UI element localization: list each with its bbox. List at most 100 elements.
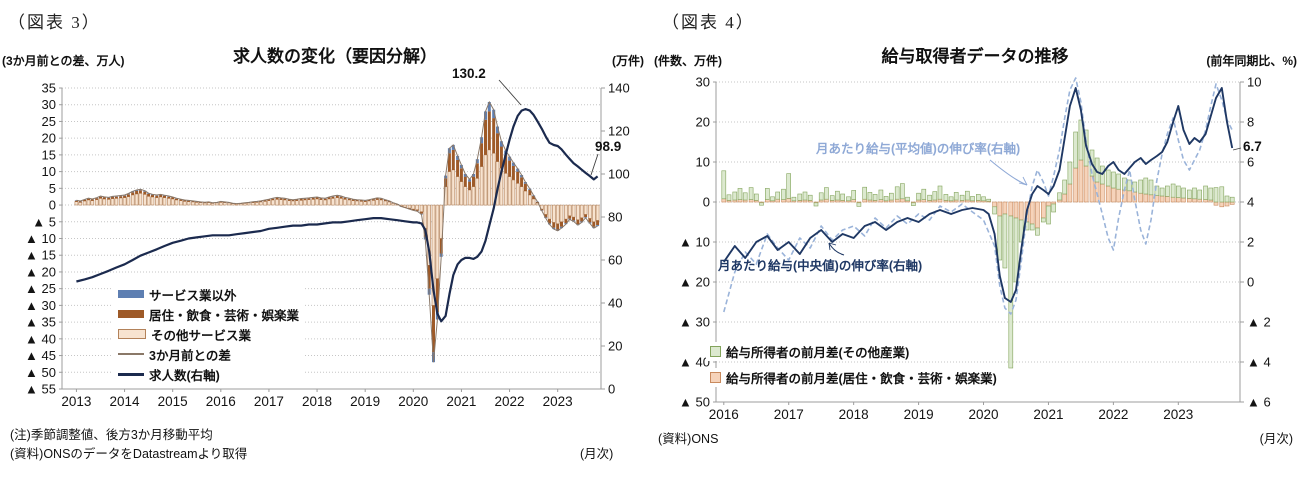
svg-text:2021: 2021 (1033, 407, 1063, 422)
svg-text:2017: 2017 (254, 394, 284, 409)
accommodation-food-arts-swatch (118, 310, 144, 318)
mean-pay-growth-line-label: 月あたり給与(平均値)の伸び率(右軸) (816, 142, 1021, 156)
legend-item-accommodation-food-arts: 居住・飲食・芸術・娯楽業 (118, 304, 299, 324)
svg-text:2015: 2015 (158, 394, 188, 409)
figure4-right-axis-unit: (前年同期比、%) (1206, 54, 1297, 68)
svg-text:25: 25 (42, 114, 56, 129)
svg-text:2023: 2023 (543, 394, 573, 409)
svg-text:30: 30 (42, 97, 56, 112)
svg-text:2019: 2019 (350, 394, 380, 409)
legend-item-accommodation-industries: 給与所得者の前月差(居住・飲食・芸術・娯楽業) (706, 368, 1001, 387)
accommodation-industries-label: 給与所得者の前月差(居住・飲食・芸術・娯楽業) (726, 372, 997, 386)
svg-text:▲ 15: ▲ 15 (25, 248, 56, 263)
job-openings-line-swatch (118, 372, 144, 376)
other-industries-swatch (710, 346, 721, 357)
svg-text:▲ 4: ▲ 4 (1247, 355, 1271, 370)
svg-text:▲ 6: ▲ 6 (1247, 395, 1271, 410)
other-services-label: その他サービス業 (151, 328, 252, 343)
svg-text:10: 10 (42, 164, 56, 179)
figure3-note-seasonal: (注)季節調整値、後方3か月移動平均 (10, 428, 213, 442)
svg-text:▲ 30: ▲ 30 (679, 315, 710, 330)
svg-text:80: 80 (608, 210, 622, 225)
svg-text:2016: 2016 (709, 407, 739, 422)
figure3-note-source: (資料)ONSのデータをDatastreamより取得 (10, 447, 248, 461)
svg-text:30: 30 (696, 75, 710, 90)
svg-text:2: 2 (1247, 235, 1254, 250)
svg-text:2020: 2020 (398, 394, 428, 409)
figure3-frequency-note: (月次) (580, 447, 614, 461)
svg-text:2023: 2023 (1163, 407, 1193, 422)
svg-text:120: 120 (608, 124, 630, 139)
figure3-legend: サービス業以外 居住・飲食・芸術・娯楽業 その他サービス業 3か月前との差 求人… (112, 283, 306, 385)
figure3-chart-canvas: ▲ 55▲ 50▲ 45▲ 40▲ 35▲ 30▲ 25▲ 20▲ 15▲ 10… (25, 79, 630, 409)
svg-text:10: 10 (1247, 75, 1261, 90)
legend-item-other-industries: 給与所得者の前月差(その他産業) (706, 342, 914, 361)
svg-text:▲ 50: ▲ 50 (25, 365, 56, 380)
svg-text:20: 20 (608, 339, 622, 354)
svg-text:▲ 50: ▲ 50 (679, 395, 710, 410)
figure4-label: （図表 4） (662, 13, 755, 32)
legend-item-other-services: その他サービス業 (118, 324, 299, 344)
svg-text:35: 35 (42, 81, 56, 96)
figure3-latest-value-annotation: 98.9 (595, 139, 622, 154)
other-services-swatch (118, 329, 146, 339)
svg-text:2018: 2018 (302, 394, 332, 409)
svg-text:▲ 10: ▲ 10 (679, 235, 710, 250)
svg-text:2020: 2020 (968, 407, 998, 422)
figure3-peak-value-annotation: 130.2 (452, 66, 486, 81)
legend-item-non-services: サービス業以外 (118, 284, 299, 304)
svg-text:40: 40 (608, 296, 622, 311)
svg-text:140: 140 (608, 81, 630, 96)
svg-text:▲ 20: ▲ 20 (25, 264, 56, 279)
svg-text:0: 0 (1247, 275, 1254, 290)
svg-text:0: 0 (49, 198, 56, 213)
svg-text:0: 0 (608, 382, 615, 397)
svg-text:5: 5 (49, 181, 56, 196)
svg-text:2022: 2022 (495, 394, 525, 409)
svg-text:15: 15 (42, 147, 56, 162)
figure3-left-axis-unit: (3か月前との差、万人) (2, 54, 125, 68)
svg-text:6: 6 (1247, 155, 1254, 170)
legend-item-job-openings: 求人数(右軸) (118, 364, 299, 384)
accommodation-industries-swatch (710, 372, 721, 383)
svg-text:20: 20 (696, 115, 710, 130)
svg-text:▲ 10: ▲ 10 (25, 231, 56, 246)
svg-text:4: 4 (1247, 195, 1254, 210)
figure3-title: 求人数の変化（要因分解） (233, 47, 437, 66)
figure4-latest-value-annotation: 6.7 (1243, 139, 1262, 154)
svg-text:2013: 2013 (61, 394, 91, 409)
figure4-left-axis-unit: (件数、万件) (654, 54, 722, 68)
svg-text:▲ 40: ▲ 40 (679, 355, 710, 370)
svg-text:▲ 35: ▲ 35 (25, 315, 56, 330)
svg-text:100: 100 (608, 167, 630, 182)
svg-text:2014: 2014 (110, 394, 141, 409)
svg-text:▲ 30: ▲ 30 (25, 298, 56, 313)
svg-text:▲ 2: ▲ 2 (1247, 315, 1271, 330)
svg-text:2021: 2021 (446, 394, 476, 409)
svg-text:2018: 2018 (839, 407, 869, 422)
other-industries-label: 給与所得者の前月差(その他産業) (726, 346, 910, 360)
diff-3m-line-swatch (118, 353, 144, 355)
figure3-right-axis-unit: (万件) (612, 54, 644, 68)
figure4-title: 給与取得者データの推移 (881, 47, 1069, 66)
svg-text:20: 20 (42, 131, 56, 146)
svg-text:▲ 5: ▲ 5 (32, 214, 56, 229)
job-openings-label: 求人数(右軸) (149, 368, 220, 383)
svg-text:2016: 2016 (206, 394, 236, 409)
figure3-panel: ▲ 55 ▲ 50 ▲ 45 ▲ 40 ▲ 35 ▲ 30 ▲ 25 ▲ 20 ▲ 15 ▲ 10… (0, 0, 650, 478)
svg-text:2022: 2022 (1098, 407, 1128, 422)
svg-text:▲ 55: ▲ 55 (25, 382, 56, 397)
figure4-frequency-note: (月次) (1259, 432, 1293, 446)
figure3-label: （図表 3） (8, 13, 101, 32)
svg-text:▲ 40: ▲ 40 (25, 331, 56, 346)
median-pay-growth-line-label: 月あたり給与(中央値)の伸び率(右軸) (718, 259, 923, 273)
svg-text:▲ 45: ▲ 45 (25, 348, 56, 363)
svg-text:10: 10 (696, 155, 710, 170)
figure4-note-source: (資料)ONS (658, 432, 719, 446)
svg-text:60: 60 (608, 253, 622, 268)
svg-text:2019: 2019 (904, 407, 934, 422)
svg-text:▲ 25: ▲ 25 (25, 281, 56, 296)
